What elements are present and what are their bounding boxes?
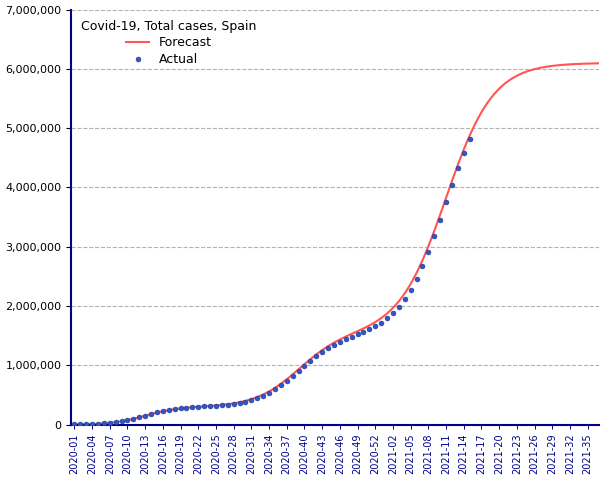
Actual [159,408,166,414]
Forecast [508,76,515,82]
Legend: Forecast, Actual: Forecast, Actual [77,16,261,70]
Actual [425,249,432,255]
Actual [165,407,172,413]
Forecast [437,212,444,217]
Actual [71,421,78,427]
Actual [454,166,462,171]
Line: Forecast: Forecast [74,63,600,424]
Forecast [142,413,149,419]
Forecast [230,400,237,406]
Actual [466,136,473,142]
Forecast [596,60,603,66]
Forecast [572,61,580,67]
Forecast [519,70,526,76]
Line: Actual: Actual [72,136,472,427]
Actual [301,363,308,369]
Forecast [71,421,78,427]
Actual [295,368,302,374]
